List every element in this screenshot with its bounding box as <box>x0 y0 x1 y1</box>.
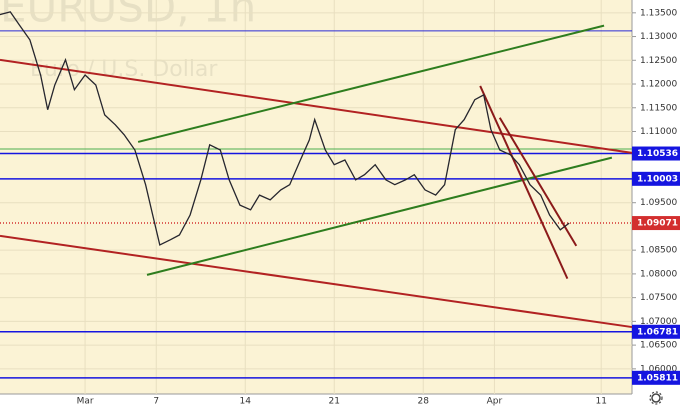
x-tick-label: 28 <box>418 397 430 407</box>
y-tick-label: 1.09500 <box>640 198 677 208</box>
y-tick-label: 1.08000 <box>640 269 677 279</box>
trend-line <box>137 24 605 143</box>
y-tick-label: 1.06500 <box>640 341 677 351</box>
watermark: EURUSD, 1h <box>0 0 256 32</box>
y-tick-label: 1.07000 <box>640 317 677 327</box>
y-tick-label: 1.12500 <box>640 56 677 66</box>
price-badge-label: 1.06781 <box>637 327 678 337</box>
price-badge <box>632 146 680 161</box>
y-tick-label: 1.08500 <box>640 246 677 256</box>
x-tick-label: 14 <box>240 397 252 407</box>
price-badge <box>632 324 680 339</box>
price-badge-label: 1.10003 <box>637 174 678 184</box>
time-axis <box>0 394 632 409</box>
y-tick-label: 1.12000 <box>640 80 677 90</box>
x-tick-label: Apr <box>487 397 503 407</box>
plot-background <box>0 0 632 394</box>
x-tick-label: 7 <box>153 397 159 407</box>
price-badge <box>632 216 680 231</box>
y-tick-label: 1.11500 <box>640 103 677 113</box>
y-tick-label: 1.13500 <box>640 8 677 18</box>
x-tick-label: Mar <box>77 397 94 407</box>
trend-line <box>0 58 633 154</box>
x-tick-label: 11 <box>595 397 606 407</box>
settings-icon[interactable] <box>649 391 663 405</box>
price-badge <box>632 171 680 186</box>
trend-line <box>498 117 578 247</box>
x-tick-label: 21 <box>329 397 340 407</box>
price-badge-label: 1.05811 <box>637 373 678 383</box>
price-axis <box>632 0 680 409</box>
price-line <box>0 11 570 246</box>
y-tick-label: 1.11000 <box>640 127 677 137</box>
y-tick-label: 1.07500 <box>640 293 677 303</box>
y-tick-label: 1.13000 <box>640 32 677 42</box>
y-tick-label: 1.06000 <box>640 364 677 374</box>
price-badge <box>632 370 680 385</box>
price-badge-label: 1.09071 <box>637 219 678 229</box>
trend-line <box>479 85 569 280</box>
price-badge-label: 1.10536 <box>637 149 678 159</box>
trend-line <box>0 234 633 329</box>
